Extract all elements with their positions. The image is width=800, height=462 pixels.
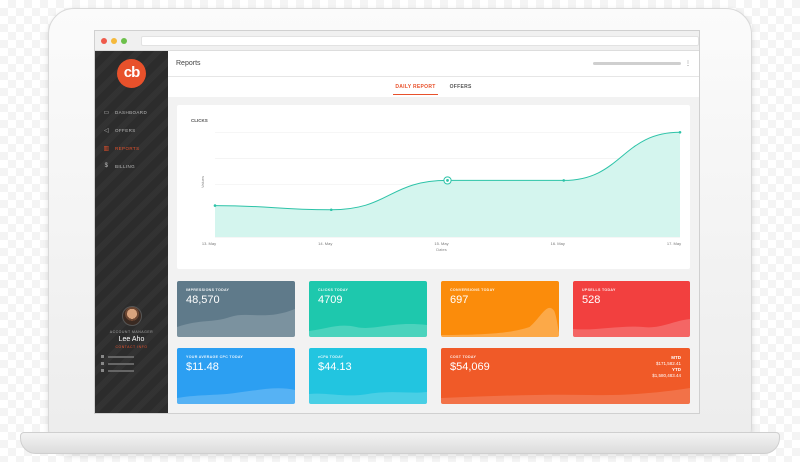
app-layout: cb ▭ DASHBOARD ◁ OFFERS ▥ REPORTS $ BILL… xyxy=(95,51,699,413)
sidebar-item-label: BILLING xyxy=(115,164,135,169)
contact-info-link[interactable]: CONTACT INFO xyxy=(95,345,168,349)
x-tick-label: 15. May xyxy=(434,241,448,246)
sidebar-item-billing[interactable]: $ BILLING xyxy=(95,157,168,175)
sidebar-item-reports[interactable]: ▥ REPORTS xyxy=(95,139,168,157)
cost-tile[interactable]: COST TODAY $54,069 MTD $171,582.41 YTD $… xyxy=(441,348,690,404)
top-bar: Reports ⋮ xyxy=(168,51,699,77)
maximize-window-dot[interactable] xyxy=(121,38,127,44)
tab-offers[interactable]: OFFERS xyxy=(448,80,474,94)
sparkline xyxy=(177,364,295,404)
close-window-dot[interactable] xyxy=(101,38,107,44)
x-axis-label: Dates xyxy=(436,247,446,252)
tab-daily-report[interactable]: DAILY REPORT xyxy=(393,80,437,95)
browser-toolbar xyxy=(95,31,699,51)
phone-line xyxy=(101,367,168,374)
manager-role: ACCOUNT MANAGER xyxy=(95,330,168,334)
avatar xyxy=(122,306,142,326)
x-tick-label: 13. May xyxy=(202,241,216,246)
tile-label: eCPA TODAY xyxy=(318,355,343,359)
clicks-chart-card: CLICKS Values 13. May 14. May 15. May 16. May… xyxy=(177,105,690,269)
sidebar-item-label: OFFERS xyxy=(115,128,136,133)
sparkline xyxy=(441,364,690,404)
tile-label: CLICKS TODAY xyxy=(318,288,348,292)
dollar-icon: $ xyxy=(103,163,110,169)
sidebar-item-label: DASHBOARD xyxy=(115,110,147,115)
upsells-tile[interactable]: UPSELLS TODAY 528 xyxy=(573,281,690,337)
x-tick-label: 16. May xyxy=(551,241,565,246)
data-point xyxy=(330,208,333,211)
data-point xyxy=(679,131,682,134)
minimize-window-dot[interactable] xyxy=(111,38,117,44)
manager-name: Lee Aho xyxy=(95,336,168,343)
laptop-base xyxy=(20,432,780,454)
sparkline xyxy=(573,297,690,337)
account-manager-card: ACCOUNT MANAGER Lee Aho CONTACT INFO xyxy=(95,306,168,374)
chart-title: CLICKS xyxy=(191,118,208,123)
skype-line xyxy=(101,360,168,367)
main-content: Reports ⋮ DAILY REPORT OFFERS CLICKS Valu… xyxy=(168,51,699,413)
more-options-icon[interactable]: ⋮ xyxy=(685,60,691,67)
conversions-tile[interactable]: CONVERSIONS TODAY 697 xyxy=(441,281,559,337)
sidebar-item-dashboard[interactable]: ▭ DASHBOARD xyxy=(95,103,168,121)
sidebar-item-offers[interactable]: ◁ OFFERS xyxy=(95,121,168,139)
browser-window: cb ▭ DASHBOARD ◁ OFFERS ▥ REPORTS $ BILL… xyxy=(94,30,700,414)
tile-label: IMPRESSIONS TODAY xyxy=(186,288,229,292)
phone-icon xyxy=(101,369,104,372)
ecpa-tile[interactable]: eCPA TODAY $44.13 xyxy=(309,348,427,404)
sparkline xyxy=(177,297,295,337)
sidebar-nav: ▭ DASHBOARD ◁ OFFERS ▥ REPORTS $ BILLING xyxy=(95,103,168,175)
clicks-chart: CLICKS Values 13. May 14. May 15. May 16. May… xyxy=(177,105,690,269)
email-icon xyxy=(101,355,104,358)
average-cpc-tile[interactable]: YOUR AVERAGE CPC TODAY $11.48 xyxy=(177,348,295,404)
topbar-right: ⋮ xyxy=(593,60,691,67)
skype-icon xyxy=(101,362,104,365)
data-point xyxy=(214,204,217,207)
sidebar: cb ▭ DASHBOARD ◁ OFFERS ▥ REPORTS $ BILL… xyxy=(95,51,168,413)
tile-label: CONVERSIONS TODAY xyxy=(450,288,495,292)
sparkline xyxy=(309,297,427,337)
highlighted-point-center xyxy=(446,179,449,182)
x-tick-label: 14. May xyxy=(318,241,332,246)
contact-details xyxy=(95,353,168,374)
tile-label: COST TODAY xyxy=(450,355,476,359)
page-title: Reports xyxy=(176,60,201,67)
sparkline xyxy=(441,297,559,337)
email-line xyxy=(101,353,168,360)
address-bar[interactable] xyxy=(141,36,699,46)
tile-label: YOUR AVERAGE CPC TODAY xyxy=(186,355,243,359)
bar-chart-icon: ▥ xyxy=(103,145,110,152)
brand-logo[interactable]: cb xyxy=(117,59,146,88)
data-point xyxy=(562,179,565,182)
y-axis-label: Values xyxy=(200,176,205,188)
x-tick-label: 17. May xyxy=(667,241,681,246)
megaphone-icon: ◁ xyxy=(103,127,110,134)
sparkline xyxy=(309,364,427,404)
impressions-tile[interactable]: IMPRESSIONS TODAY 48,570 xyxy=(177,281,295,337)
sidebar-item-label: REPORTS xyxy=(115,146,139,151)
report-tabs: DAILY REPORT OFFERS xyxy=(168,77,699,97)
clicks-tile[interactable]: CLICKS TODAY 4709 xyxy=(309,281,427,337)
tile-label: UPSELLS TODAY xyxy=(582,288,616,292)
monitor-icon: ▭ xyxy=(103,109,110,116)
company-name-blurred[interactable] xyxy=(593,62,681,65)
